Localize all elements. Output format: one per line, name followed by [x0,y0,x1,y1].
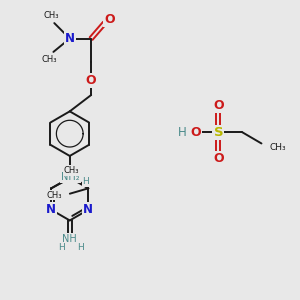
Text: H: H [77,243,83,252]
Text: H: H [82,177,89,186]
Text: O: O [104,13,115,26]
Text: H: H [177,126,186,139]
Text: CH₃: CH₃ [270,143,286,152]
Text: O: O [213,99,224,112]
Text: N: N [65,32,75,45]
Text: N: N [65,171,75,184]
Text: O: O [191,126,201,139]
Text: N: N [46,203,56,216]
Text: O: O [86,74,97,87]
Text: O: O [213,152,224,165]
Text: NH: NH [62,234,77,244]
Text: CH₃: CH₃ [63,166,79,175]
Text: CH₃: CH₃ [44,11,59,20]
Text: H: H [58,243,65,252]
Text: S: S [214,126,223,139]
Text: CH₃: CH₃ [46,191,62,200]
Text: NH₂: NH₂ [61,172,80,182]
Text: CH₃: CH₃ [41,55,57,64]
Text: N: N [83,203,93,216]
